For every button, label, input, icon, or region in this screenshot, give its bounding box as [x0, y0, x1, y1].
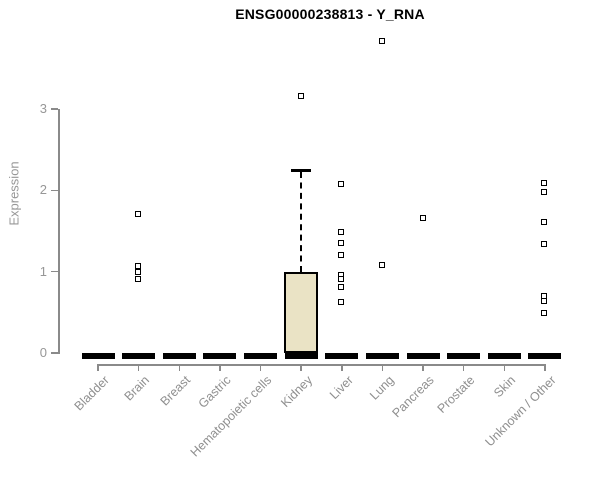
median-kidney — [284, 353, 318, 359]
x-tick-mark — [503, 364, 506, 371]
x-category-label-pancreas: Pancreas — [389, 373, 437, 421]
outlier-point-unknown-other — [541, 292, 548, 299]
outlier-point-unknown-other — [541, 219, 548, 226]
x-category-label-prostate: Prostate — [434, 373, 478, 416]
x-category-label-breast: Breast — [157, 373, 194, 409]
outlier-point-liver — [338, 251, 345, 258]
median-gastric — [203, 353, 237, 359]
outlier-point-lung — [378, 261, 385, 268]
y-tick-mark — [51, 108, 58, 110]
x-tick-mark — [97, 364, 99, 371]
x-tick-mark — [300, 364, 302, 371]
y-tick-mark — [51, 189, 58, 192]
whisker-kidney — [300, 172, 303, 272]
median-prostate — [447, 353, 481, 359]
x-category-label-unknown-other: Unknown / Other — [482, 373, 559, 450]
x-tick-mark — [341, 364, 343, 371]
x-category-label-gastric: Gastric — [195, 373, 234, 411]
y-tick-label: 2 — [39, 182, 47, 198]
median-bladder — [81, 353, 115, 359]
outlier-point-unknown-other — [541, 241, 548, 248]
x-category-label-hematopoietic-cells: Hematopoietic cells — [187, 373, 275, 460]
x-tick-mark — [544, 364, 546, 371]
outlier-point-liver — [338, 239, 345, 246]
median-unknown-other — [528, 353, 562, 359]
chart-title: ENSG00000238813 - Y_RNA — [235, 6, 425, 22]
x-tick-mark — [137, 364, 140, 371]
median-liver — [325, 353, 359, 359]
outlier-point-unknown-other — [541, 310, 548, 317]
outlier-point-brain — [135, 262, 142, 269]
outlier-point-liver — [338, 299, 345, 306]
x-category-label-lung: Lung — [366, 373, 397, 403]
outlier-point-lung — [378, 38, 385, 45]
x-tick-mark — [422, 364, 424, 371]
y-tick-label: 1 — [39, 263, 47, 279]
y-tick-label: 0 — [39, 345, 47, 360]
y-axis-line — [58, 109, 60, 355]
outlier-point-liver — [338, 276, 345, 283]
x-axis-line — [97, 364, 546, 366]
outlier-point-brain — [135, 275, 142, 282]
box-kidney — [284, 271, 319, 353]
outlier-point-pancreas — [419, 214, 426, 221]
y-tick-mark — [51, 270, 58, 273]
outlier-point-liver — [338, 181, 345, 188]
outlier-point-unknown-other — [541, 298, 548, 305]
x-tick-mark — [219, 364, 221, 371]
x-category-label-skin: Skin — [491, 373, 519, 401]
median-brain — [122, 353, 156, 359]
x-category-label-bladder: Bladder — [71, 373, 112, 414]
outlier-point-unknown-other — [541, 180, 548, 187]
x-tick-mark — [462, 364, 465, 371]
outlier-point-brain — [135, 211, 142, 218]
outlier-point-brain — [135, 269, 142, 275]
median-skin — [487, 353, 521, 359]
median-lung — [365, 353, 399, 359]
x-tick-mark — [381, 364, 384, 371]
median-hematopoietic-cells — [244, 353, 278, 359]
x-category-label-brain: Brain — [122, 373, 153, 404]
outlier-point-unknown-other — [541, 188, 548, 195]
whisker-cap-kidney — [291, 169, 312, 172]
outlier-point-liver — [338, 229, 345, 236]
x-category-label-kidney: Kidney — [278, 373, 316, 410]
outlier-point-kidney — [297, 93, 304, 100]
median-pancreas — [406, 353, 440, 359]
x-tick-mark — [259, 364, 262, 371]
outlier-point-liver — [338, 284, 345, 291]
median-breast — [162, 353, 196, 359]
x-category-label-liver: Liver — [326, 373, 356, 403]
x-tick-mark — [178, 364, 180, 371]
y-tick-mark — [51, 352, 58, 354]
y-tick-label: 3 — [39, 101, 47, 117]
